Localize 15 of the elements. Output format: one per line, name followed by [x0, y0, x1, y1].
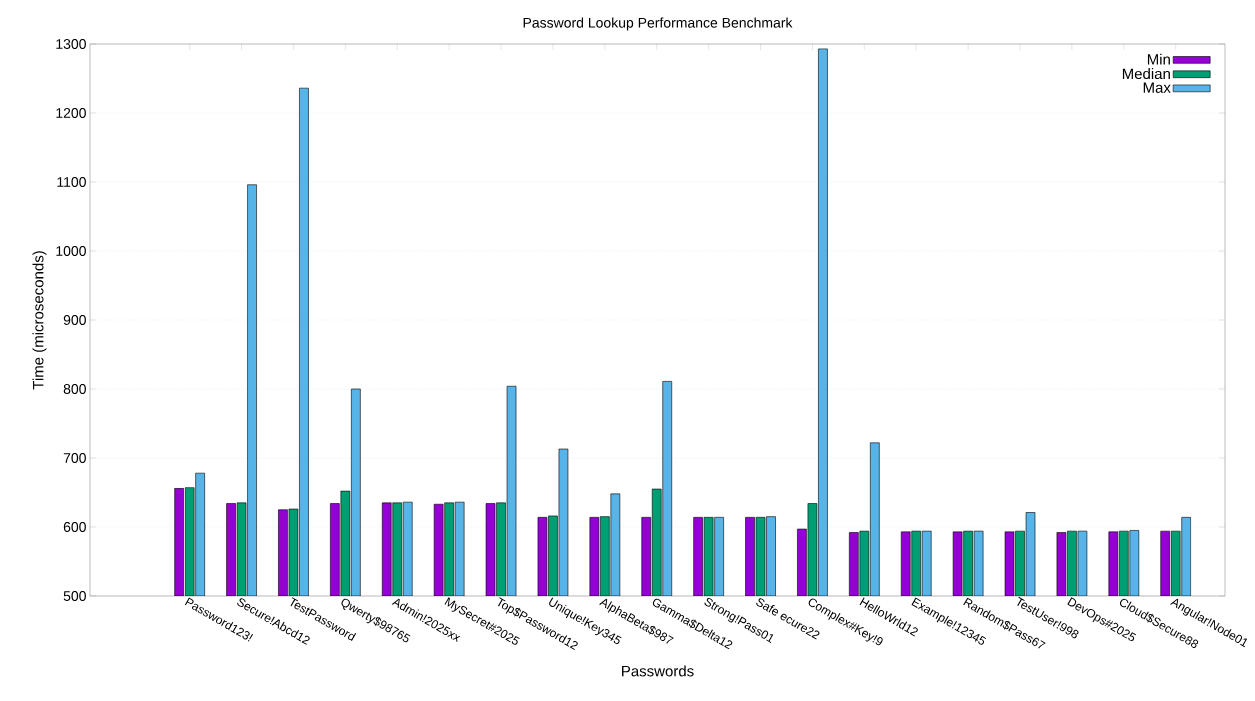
legend-label: Max — [1143, 82, 1171, 93]
y-axis-title: Time (microseconds) — [32, 251, 47, 390]
y-tick-label: 900 — [63, 315, 86, 325]
y-tick-label: 1300 — [56, 39, 86, 49]
y-tick-label: 1000 — [56, 246, 86, 256]
legend-label: Min — [1147, 53, 1170, 65]
y-tick-label: 700 — [63, 453, 86, 463]
y-tick-label: 800 — [63, 384, 86, 394]
y-tick-label: 500 — [63, 591, 86, 601]
legend-label: Median — [1122, 68, 1170, 80]
y-tick-label: 1100 — [57, 177, 86, 187]
chart-title: Password Lookup Performance Benchmark — [523, 17, 793, 31]
x-axis-title: Passwords — [622, 665, 694, 677]
y-tick-label: 1200 — [56, 108, 86, 118]
y-tick-label: 600 — [63, 522, 86, 532]
